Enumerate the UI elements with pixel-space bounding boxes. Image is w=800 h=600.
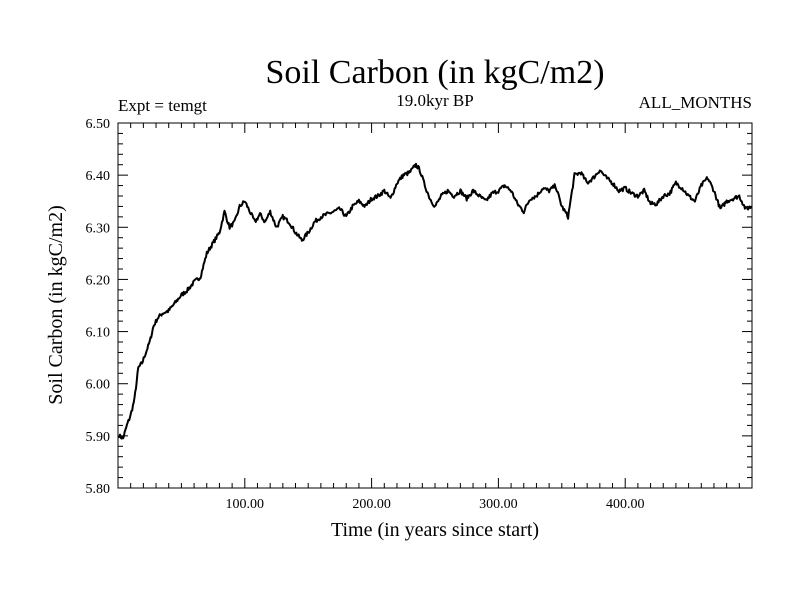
x-tick-label: 100.00 [226,497,265,512]
y-tick-label: 5.90 [86,430,111,445]
y-tick-label: 6.20 [86,273,111,288]
experiment-label: Expt = temgt [118,96,207,115]
axis-ticks [118,122,752,489]
period-label: 19.0kyr BP [396,91,473,110]
y-tick-label: 6.50 [86,117,111,132]
series-line-soil-carbon [118,162,753,440]
y-axis-label: Soil Carbon (in kgC/m2) [45,205,67,404]
chart-title: Soil Carbon (in kgC/m2) [265,54,604,91]
y-tick-label: 6.40 [86,169,111,184]
x-tick-label: 200.00 [352,497,391,512]
x-tick-label: 400.00 [606,497,645,512]
y-tick-label: 6.10 [86,326,111,341]
y-tick-label: 6.30 [86,221,111,236]
x-axis-label: Time (in years since start) [331,519,539,541]
y-tick-label: 5.80 [86,482,111,497]
x-tick-label: 300.00 [479,497,518,512]
plot-area-frame [117,122,753,489]
months-label: ALL_MONTHS [639,93,752,112]
y-tick-label: 6.00 [86,378,111,393]
tick-labels: 100.00 200.00 300.00 400.00 5.80 5.90 6.00 6.10… [86,117,645,512]
